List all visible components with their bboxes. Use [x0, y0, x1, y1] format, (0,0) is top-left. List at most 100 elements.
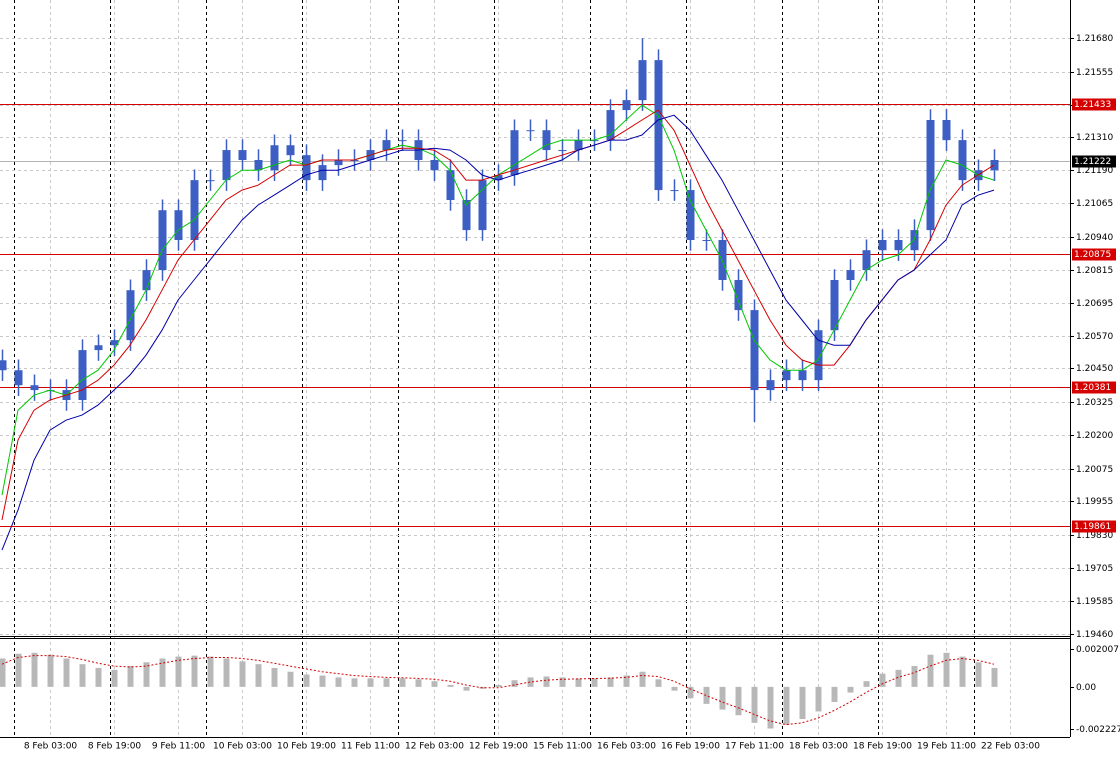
candle-body	[702, 240, 711, 242]
histogram-bar	[575, 678, 582, 687]
histogram-bar	[687, 686, 694, 699]
histogram-bar	[559, 677, 566, 687]
histogram-bar	[671, 686, 678, 691]
candle-body	[814, 330, 823, 381]
candle-body	[254, 160, 263, 171]
histogram-bar	[303, 674, 310, 687]
candle-body	[830, 280, 839, 331]
histogram-bar	[127, 666, 134, 687]
histogram-bar	[623, 675, 630, 687]
histogram-bar	[255, 664, 262, 687]
last-price-badge	[1072, 155, 1116, 168]
candle-body	[174, 210, 183, 241]
y-tick-label: 1.21065	[1076, 199, 1113, 209]
candle-body	[318, 165, 327, 181]
candle-body	[846, 270, 855, 281]
candle-body	[462, 200, 471, 231]
moving-average	[1, 109, 995, 521]
candle-body	[862, 250, 871, 271]
histogram-bar	[703, 686, 710, 704]
x-tick-label: 22 Feb 03:00	[981, 742, 1040, 752]
level-badge	[1072, 248, 1116, 261]
candle-body	[782, 370, 791, 381]
x-tick-label: 18 Feb 19:00	[853, 742, 912, 752]
y-tick-label: 1.21310	[1076, 133, 1113, 143]
histogram-bar	[351, 678, 358, 687]
histogram-bar	[799, 686, 806, 720]
histogram-bar	[159, 658, 166, 687]
candle-body	[526, 130, 535, 132]
x-tick-label: 8 Feb 19:00	[88, 742, 142, 752]
x-tick-label: 16 Feb 03:00	[597, 742, 656, 752]
histogram-bar	[431, 681, 438, 687]
histogram-bar	[767, 686, 774, 729]
candle-body	[686, 190, 695, 241]
candle-body	[110, 340, 119, 346]
candle-body	[30, 385, 39, 391]
level-label: 1.19861	[1074, 522, 1111, 532]
histogram-bar	[751, 686, 758, 723]
histogram-bar	[367, 678, 374, 687]
candle-body	[446, 170, 455, 201]
candle-body	[878, 240, 887, 251]
histogram-bar	[63, 658, 70, 687]
y-tick-label: 1.19460	[1076, 630, 1113, 640]
candle-body	[542, 130, 551, 151]
x-tick-label: 10 Feb 03:00	[213, 742, 272, 752]
candle-body	[574, 140, 583, 151]
x-tick-label: 8 Feb 03:00	[24, 742, 78, 752]
x-tick-label: 17 Feb 11:00	[725, 742, 784, 752]
histogram-bar	[543, 676, 550, 687]
histogram-bar	[719, 686, 726, 710]
y-tick-label: 1.19705	[1076, 564, 1113, 574]
candle-body	[158, 210, 167, 271]
level-badge	[1072, 520, 1116, 533]
histogram-bar	[47, 654, 54, 687]
candle-body	[622, 100, 631, 111]
level-badge	[1072, 381, 1116, 394]
y-tick-label: 1.21680	[1076, 34, 1113, 44]
histogram-bar	[847, 686, 854, 693]
y-tick-label: 1.20695	[1076, 299, 1113, 309]
histogram-bar	[143, 662, 150, 687]
histogram-bar	[943, 652, 950, 687]
moving-average	[1, 114, 995, 551]
candle-body	[942, 120, 951, 141]
level-badge	[1072, 98, 1116, 111]
candle-body	[926, 120, 935, 231]
x-tick-label: 9 Feb 11:00	[152, 742, 206, 752]
y-tick-label: 0.00	[1076, 683, 1096, 693]
histogram-bar	[511, 680, 518, 687]
candle-body	[654, 60, 663, 191]
grid	[0, 0, 1074, 737]
candle-body	[478, 180, 487, 231]
histogram-bar	[975, 662, 982, 687]
histogram-bar	[655, 679, 662, 687]
candle-body	[558, 150, 567, 152]
y-tick-label: 1.20815	[1076, 266, 1113, 276]
histogram-bar	[415, 679, 422, 687]
histogram-bar	[287, 671, 294, 687]
histogram-bar	[831, 686, 838, 702]
y-tick-label: 1.20940	[1076, 233, 1113, 243]
histogram-bar	[207, 656, 214, 687]
histogram-bar	[527, 677, 534, 687]
candle-body	[302, 155, 311, 181]
histogram-bar	[879, 673, 886, 687]
histogram-bar	[863, 681, 870, 687]
histogram-bar	[271, 667, 278, 687]
x-tick-label: 10 Feb 19:00	[277, 742, 336, 752]
x-tick-label: 19 Feb 11:00	[917, 742, 976, 752]
x-tick-label: 16 Feb 19:00	[661, 742, 720, 752]
histogram-bar	[0, 658, 6, 687]
candle-body	[494, 175, 503, 181]
histogram-bar	[175, 656, 182, 687]
candle-body	[766, 380, 775, 391]
candle-body	[0, 360, 7, 371]
candle-body	[510, 130, 519, 176]
labels: 1.216801.215551.214301.213101.211901.210…	[24, 34, 1120, 752]
histogram-bar	[95, 667, 102, 687]
histogram-bar	[591, 678, 598, 687]
level-label: 1.21433	[1074, 100, 1111, 110]
